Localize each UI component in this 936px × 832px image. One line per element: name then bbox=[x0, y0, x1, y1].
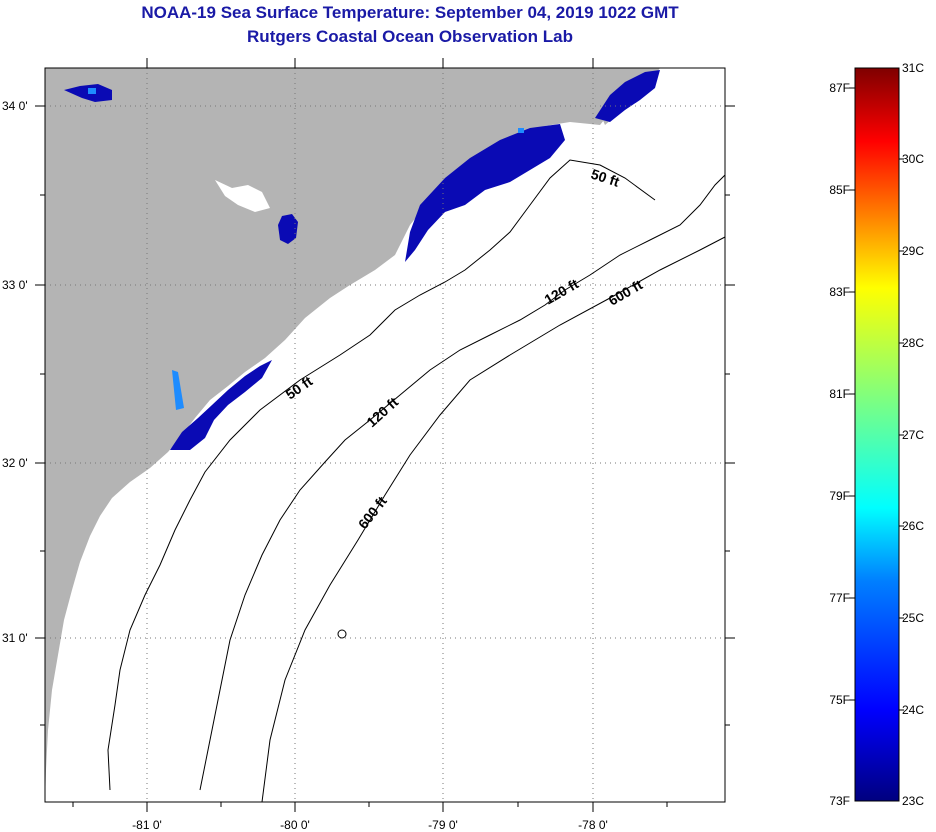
isobath-600ft bbox=[261, 236, 725, 802]
colorbar-label-27c: 27C bbox=[902, 428, 925, 442]
colorbar-label-30c: 30C bbox=[902, 152, 925, 166]
colorbar-label-73f: 73F bbox=[829, 794, 850, 808]
colorbar-label-23c: 23C bbox=[902, 794, 925, 808]
isobath-120ft bbox=[199, 174, 725, 791]
inland-water bbox=[215, 180, 270, 212]
sst-warm-pixel bbox=[88, 88, 96, 94]
land-mass bbox=[45, 68, 640, 802]
colorbar-label-25c: 25C bbox=[902, 611, 925, 625]
colorbar-label-29c: 29C bbox=[902, 244, 925, 258]
colorbar-label-26c: 26C bbox=[902, 519, 925, 533]
map-title: NOAA-19 Sea Surface Temperature: Septemb… bbox=[141, 3, 679, 22]
axis-ticks bbox=[35, 58, 735, 812]
sst-warm-pixel bbox=[518, 128, 524, 133]
lon-label-81: -81 0' bbox=[132, 818, 162, 832]
colorbar-label-24c: 24C bbox=[902, 703, 925, 717]
inland-water bbox=[48, 738, 68, 752]
seamount-contour bbox=[337, 629, 347, 639]
lat-label-34: 34 0' bbox=[2, 99, 28, 113]
sst-patch-ne bbox=[595, 70, 660, 122]
map-subtitle: Rutgers Coastal Ocean Observation Lab bbox=[247, 27, 573, 46]
colorbar bbox=[854, 67, 900, 802]
lon-label-80: -80 0' bbox=[280, 818, 310, 832]
colorbar-label-79f: 79F bbox=[829, 489, 850, 503]
map-border bbox=[44, 67, 726, 803]
colorbar-label-28c: 28C bbox=[902, 336, 925, 350]
colorbar-label-81f: 81F bbox=[829, 387, 850, 401]
colorbar-ticks bbox=[849, 87, 904, 711]
colorbar-label-31c: 31C bbox=[902, 61, 925, 75]
sst-patch-lake bbox=[278, 214, 298, 244]
lat-label-33: 33 0' bbox=[2, 278, 28, 292]
colorbar-label-85f: 85F bbox=[829, 183, 850, 197]
graticule bbox=[45, 68, 725, 802]
colorbar-label-77f: 77F bbox=[829, 591, 850, 605]
sst-patch-north bbox=[405, 124, 565, 262]
lat-label-32: 32 0' bbox=[2, 456, 28, 470]
colorbar-label-87f: 87F bbox=[829, 81, 850, 95]
lon-label-79: -79 0' bbox=[428, 818, 458, 832]
lon-label-78: -78 0' bbox=[578, 818, 608, 832]
sst-patch-south bbox=[170, 360, 272, 450]
isobath-50ft bbox=[107, 159, 656, 791]
colorbar-label-83f: 83F bbox=[829, 285, 850, 299]
sst-warm-pixel bbox=[172, 370, 184, 410]
lat-label-31: 31 0' bbox=[2, 631, 28, 645]
colorbar-label-75f: 75F bbox=[829, 693, 850, 707]
